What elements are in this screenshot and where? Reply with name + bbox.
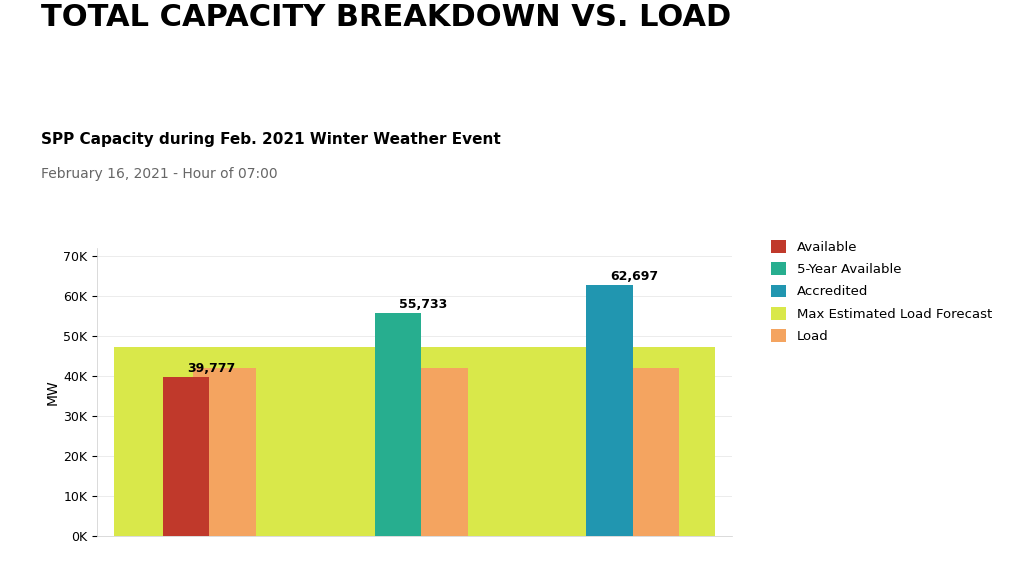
Y-axis label: MW: MW [45,379,59,404]
Text: 55,733: 55,733 [399,298,447,310]
Text: 39,777: 39,777 [187,362,236,374]
Text: February 16, 2021 - Hour of 07:00: February 16, 2021 - Hour of 07:00 [41,167,278,181]
Bar [404,369,468,536]
Bar [586,285,633,536]
Bar [615,369,679,536]
Text: 62,697: 62,697 [610,270,658,283]
Bar [193,369,256,536]
Text: TOTAL CAPACITY BREAKDOWN VS. LOAD: TOTAL CAPACITY BREAKDOWN VS. LOAD [41,3,731,32]
Text: SPP Capacity during Feb. 2021 Winter Weather Event: SPP Capacity during Feb. 2021 Winter Wea… [41,132,501,147]
Legend: Available, 5-Year Available, Accredited, Max Estimated Load Forecast, Load: Available, 5-Year Available, Accredited,… [770,240,992,343]
Bar [163,377,210,536]
Bar [115,347,715,536]
Bar [375,313,421,536]
